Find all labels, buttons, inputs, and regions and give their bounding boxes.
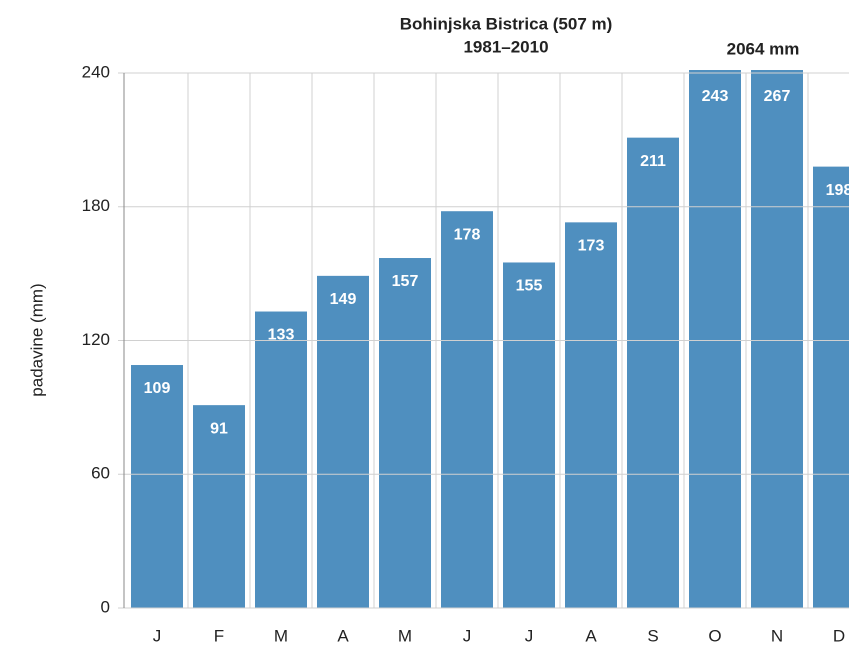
- chart-subtitle: 1981–2010: [463, 37, 548, 56]
- bar: [503, 262, 555, 608]
- x-tick-label: A: [585, 626, 597, 645]
- y-tick-label: 120: [82, 330, 110, 349]
- x-tick-label: D: [833, 626, 845, 645]
- y-axis-label: padavine (mm): [27, 283, 46, 396]
- x-tick-label: J: [525, 626, 534, 645]
- value-label: 109: [144, 380, 171, 397]
- y-tick-label: 0: [101, 597, 110, 616]
- x-tick-label: S: [647, 626, 658, 645]
- x-tick-label: M: [274, 626, 288, 645]
- value-label: 178: [454, 226, 481, 243]
- bar: [565, 222, 617, 608]
- value-label: 149: [330, 291, 357, 308]
- x-tick-label: A: [337, 626, 349, 645]
- bar: [627, 137, 679, 609]
- bar: [193, 405, 245, 608]
- x-tick-label: N: [771, 626, 783, 645]
- x-tick-label: J: [153, 626, 162, 645]
- value-label: 91: [210, 420, 228, 437]
- value-label: 243: [702, 88, 729, 105]
- chart-title: Bohinjska Bistrica (507 m): [400, 14, 613, 33]
- bar: [441, 211, 493, 609]
- y-tick-label: 240: [82, 62, 110, 81]
- value-label: 157: [392, 273, 419, 290]
- bar: [131, 365, 183, 608]
- value-label: 267: [764, 88, 791, 105]
- bar: [689, 70, 741, 608]
- y-tick-label: 60: [91, 464, 110, 483]
- x-tick-label: J: [463, 626, 472, 645]
- value-label: 133: [268, 327, 295, 344]
- value-label: 198: [826, 182, 849, 199]
- annotation: 2064 mm: [727, 39, 800, 58]
- value-label: 155: [516, 278, 543, 295]
- bar: [317, 275, 369, 608]
- x-tick-label: M: [398, 626, 412, 645]
- y-tick-label: 180: [82, 196, 110, 215]
- x-tick-label: O: [708, 626, 721, 645]
- bar: [751, 70, 803, 608]
- bar: [255, 311, 307, 608]
- value-label: 211: [640, 153, 666, 170]
- bar: [379, 258, 431, 608]
- x-tick-label: F: [214, 626, 224, 645]
- plot-area: 109 91 133 149 157 178 155 173 211 243 267 198: [131, 70, 849, 609]
- value-label: 173: [578, 238, 605, 255]
- bar: [813, 166, 849, 608]
